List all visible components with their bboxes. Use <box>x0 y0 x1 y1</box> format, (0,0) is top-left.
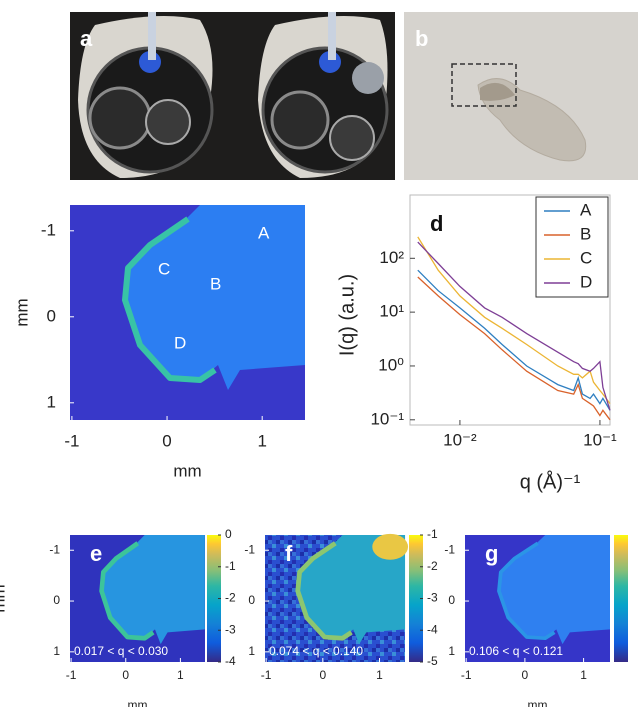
x-tick-label: 1 <box>376 668 383 682</box>
series-line <box>417 276 611 421</box>
q-range-label: 0.074 < q < 0.140 <box>269 644 363 658</box>
y-tick-label: 1 <box>248 644 255 658</box>
y-tick-label: 1 <box>47 392 56 411</box>
y-tick-label: 10⁻¹ <box>370 409 404 428</box>
q-range-label: 0.017 < q < 0.030 <box>74 644 168 658</box>
x-tick-label: 0 <box>122 668 129 682</box>
x-tick-label: -1 <box>66 668 77 682</box>
x-axis-label: mm <box>128 698 148 707</box>
colorbar-tick-label: -2 <box>427 559 438 573</box>
colorbar-tick-label: -5 <box>427 654 438 668</box>
y-axis-label: I(q) (a.u.) <box>336 274 358 356</box>
legend-label: A <box>580 200 592 219</box>
panel-label: e <box>90 541 102 566</box>
x-axis-label: mm <box>528 698 548 707</box>
colorbar <box>614 535 628 662</box>
x-tick-label: -1 <box>261 668 272 682</box>
heatmap-image <box>465 535 610 662</box>
colorbar-tick-label: -1 <box>427 527 438 541</box>
annotation: B <box>210 274 221 293</box>
y-tick-label: 10² <box>379 248 404 267</box>
x-tick-label: 1 <box>177 668 184 682</box>
series-line <box>417 269 611 411</box>
x-tick-label: 0 <box>319 668 326 682</box>
x-tick-label: 1 <box>580 668 587 682</box>
panel-label: d <box>430 211 443 236</box>
panel-label: f <box>285 541 293 566</box>
x-tick-label: 0 <box>522 668 529 682</box>
y-tick-label: -1 <box>244 542 255 556</box>
x-tick-label: -1 <box>461 668 472 682</box>
y-axis-label: mm <box>0 584 8 612</box>
y-tick-label: -1 <box>41 220 56 239</box>
legend-label: C <box>580 248 592 267</box>
x-tick-label: 0 <box>162 431 171 450</box>
y-tick-label: 0 <box>47 306 56 325</box>
colorbar-tick-label: -2 <box>225 591 236 605</box>
x-tick-label: 10⁻² <box>443 430 477 449</box>
colorbar-tick-label: -3 <box>427 591 438 605</box>
y-tick-label: 1 <box>448 644 455 658</box>
annotation: C <box>158 259 170 278</box>
y-tick-label: 10¹ <box>379 302 404 321</box>
panel-label: c <box>88 427 100 452</box>
colorbar-tick-label: -4 <box>225 654 236 668</box>
x-tick-label: -1 <box>64 431 79 450</box>
panel-label: g <box>485 541 498 566</box>
y-tick-label: -1 <box>49 542 60 556</box>
legend-label: B <box>580 224 591 243</box>
q-range-label: 0.106 < q < 0.121 <box>469 644 563 658</box>
x-tick-label: 10⁻¹ <box>583 430 617 449</box>
y-axis-label: mm <box>12 298 31 326</box>
colorbar <box>409 535 423 662</box>
x-axis-label: mm <box>173 461 201 480</box>
heatmap-image <box>265 533 409 662</box>
y-tick-label: -1 <box>444 542 455 556</box>
y-tick-label: 0 <box>448 593 455 607</box>
annotation: D <box>174 333 186 352</box>
y-tick-label: 0 <box>248 593 255 607</box>
colorbar-tick-label: -3 <box>225 622 236 636</box>
plot-frame <box>409 194 611 426</box>
colorbar-tick-label: -4 <box>427 622 438 636</box>
photo-a <box>70 12 395 180</box>
y-tick-label: 10⁰ <box>378 355 404 374</box>
colorbar-tick-label: 0 <box>225 527 232 541</box>
x-tick-label: 1 <box>257 431 266 450</box>
panel-label: a <box>80 26 93 51</box>
legend-box <box>535 196 609 298</box>
y-tick-label: 1 <box>53 644 60 658</box>
photo-b <box>404 12 638 180</box>
annotation: A <box>258 223 270 242</box>
heatmap-image <box>70 535 205 662</box>
legend-label: D <box>580 272 592 291</box>
panel-label: b <box>415 26 428 51</box>
heatmap-image <box>70 205 305 420</box>
series-line <box>417 241 611 411</box>
x-axis-label: q (Å)⁻¹ <box>520 470 581 493</box>
colorbar <box>207 535 221 662</box>
colorbar-tick-label: -1 <box>225 559 236 573</box>
y-tick-label: 0 <box>53 593 60 607</box>
series-line <box>417 236 611 404</box>
